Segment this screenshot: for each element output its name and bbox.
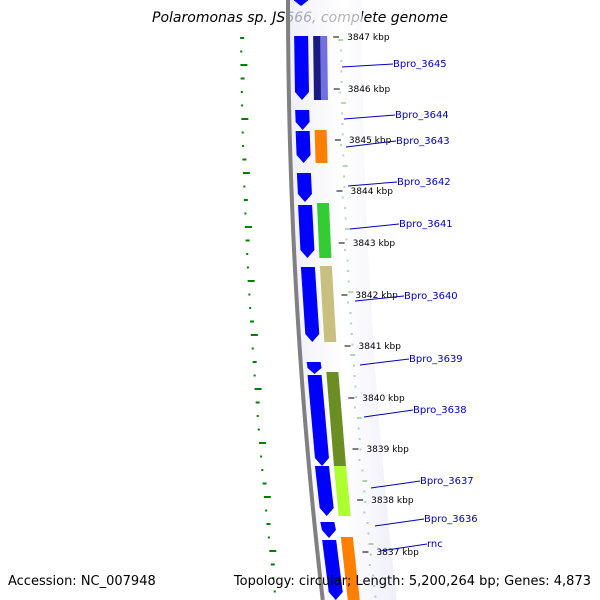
gene-label[interactable]: Bpro_3640 xyxy=(404,291,458,302)
cds-feature xyxy=(319,266,337,342)
cds-feature xyxy=(320,522,336,538)
cds-feature xyxy=(307,375,329,466)
tick-label: 3844 kbp xyxy=(351,187,394,197)
tick-label: 3843 kbp xyxy=(353,239,396,249)
gene-label[interactable]: Bpro_3639 xyxy=(409,354,463,365)
cds-feature xyxy=(295,110,310,130)
gene-label[interactable]: Bpro_3644 xyxy=(395,110,449,121)
cds-feature xyxy=(314,130,328,163)
gene-label-leader xyxy=(349,223,400,230)
gene-label[interactable]: Bpro_3645 xyxy=(393,59,447,70)
cds-feature xyxy=(333,466,351,516)
gene-label-leader xyxy=(379,543,428,552)
tick-label: 3847 kbp xyxy=(347,33,390,43)
gene-label[interactable]: Bpro_3643 xyxy=(396,136,450,147)
cds-feature xyxy=(296,173,312,202)
genome-summary-text: Topology: circular; Length: 5,200,264 bp… xyxy=(233,574,591,589)
accession-text: Accession: NC_007948 xyxy=(8,574,156,589)
gene-label-leader xyxy=(354,295,405,302)
tick-label: 3846 kbp xyxy=(348,85,391,95)
tick-label: 3845 kbp xyxy=(349,136,392,146)
cds-feature xyxy=(294,0,309,6)
gene-label[interactable]: Bpro_3641 xyxy=(399,219,453,230)
gene-label[interactable]: Bpro_3637 xyxy=(420,476,474,487)
tick-label: 3839 kbp xyxy=(366,445,409,455)
tick-label: 3838 kbp xyxy=(371,496,414,506)
cds-feature xyxy=(314,466,334,516)
cds-feature xyxy=(300,267,320,342)
cds-feature xyxy=(326,372,346,466)
tick-track: 3847 kbp 3846 kbp 3845 kbp 3844 kbp 3843 kbp… xyxy=(333,33,419,558)
cds-feature xyxy=(294,36,309,100)
cds-feature xyxy=(295,131,311,163)
gene-label-leader xyxy=(363,409,414,418)
cds-feature xyxy=(320,36,328,100)
gene-label[interactable]: Bpro_3638 xyxy=(413,405,467,416)
cds-feature xyxy=(322,540,343,600)
gene-label-track: Bpro_3645 Bpro_3644 Bpro_3643 Bpro_3642 Bpro… xyxy=(341,59,478,552)
gene-label[interactable]: Bpro_3642 xyxy=(397,177,451,188)
gene-label-leader xyxy=(343,114,396,120)
gene-label-leader xyxy=(370,480,421,489)
tick-label: 3841 kbp xyxy=(359,342,402,352)
gene-label[interactable]: rnc xyxy=(427,539,443,550)
gene-label-leader xyxy=(341,63,394,68)
cds-feature xyxy=(298,205,315,258)
cds-feature xyxy=(306,362,322,374)
gene-label-leader xyxy=(347,181,398,187)
backbone-line xyxy=(286,0,325,600)
gene-label[interactable]: Bpro_3636 xyxy=(424,514,478,525)
gene-label-leader xyxy=(359,358,410,366)
tick-label: 3842 kbp xyxy=(355,291,398,301)
cds-feature xyxy=(340,537,360,600)
gene-label-leader xyxy=(345,140,397,148)
cds-feature xyxy=(316,203,332,258)
cds-track xyxy=(294,0,360,600)
tick-label: 3837 kbp xyxy=(376,548,419,558)
tick-label: 3840 kbp xyxy=(362,394,405,404)
gene-label-leader xyxy=(374,518,425,527)
